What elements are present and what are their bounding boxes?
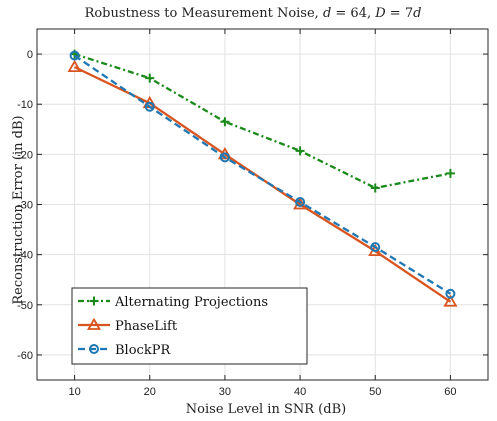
x-tick-label: 30 [219, 386, 231, 398]
data-point [295, 146, 305, 156]
chart-title: Robustness to Measurement Noise, d = 64,… [85, 6, 422, 21]
grid [37, 29, 488, 380]
axes: 10 20 30 40 50 60 0 -10 -20 -30 -40 -50 -60 [17, 28, 489, 398]
y-tick-label: -40 [17, 250, 33, 262]
legend-marker [89, 344, 99, 354]
data-point [145, 73, 155, 83]
y-tick-label: 0 [27, 49, 33, 61]
data-point [69, 50, 80, 61]
y-tick-label: -10 [17, 99, 33, 111]
data-point [443, 294, 458, 307]
legend-label: Alternating Projections [114, 295, 268, 310]
data-point [220, 117, 230, 127]
series-layer [67, 49, 458, 307]
data-point [67, 59, 82, 73]
legend-label: BlockPR [115, 343, 171, 358]
legend-label: PhaseLift [115, 319, 178, 334]
series-circle [69, 50, 456, 299]
data-point [445, 168, 455, 178]
data-point [370, 183, 380, 193]
y-tick-label: -60 [17, 350, 33, 362]
x-axis-label: Noise Level in SNR (dB) [186, 402, 346, 417]
x-tick-label: 20 [144, 386, 156, 398]
series-line [74, 52, 451, 190]
legend-box [71, 287, 308, 365]
y-tick-label: -50 [17, 300, 33, 312]
series-plus [70, 49, 455, 193]
data-point [445, 288, 456, 299]
series-line [73, 54, 452, 295]
data-point [370, 242, 381, 253]
y-tick-label: -30 [17, 200, 33, 212]
x-tick-label: 60 [444, 386, 456, 398]
x-tick-label: 40 [294, 386, 306, 398]
y-axis-label: Reconstruction Error (in dB) [11, 115, 26, 304]
data-point [144, 101, 155, 112]
data-point [295, 196, 306, 207]
y-tick-label: -20 [17, 149, 33, 161]
data-point [219, 152, 230, 163]
x-tick-label: 10 [68, 386, 80, 398]
x-tick-label: 50 [369, 386, 381, 398]
legend: Alternating Projections PhaseLift BlockPR [71, 287, 308, 365]
legend-marker [86, 317, 102, 330]
legend-marker [89, 296, 99, 306]
